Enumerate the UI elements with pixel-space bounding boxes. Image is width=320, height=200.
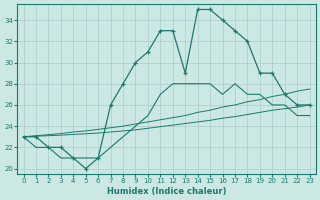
X-axis label: Humidex (Indice chaleur): Humidex (Indice chaleur) bbox=[107, 187, 226, 196]
